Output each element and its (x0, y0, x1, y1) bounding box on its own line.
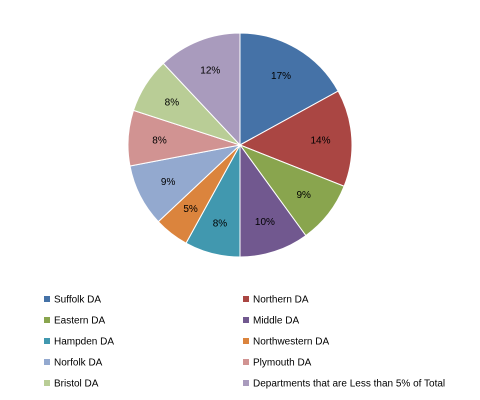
pie-slice-northern-da (238, 90, 353, 187)
legend-label-northwestern-da: Northwestern DA (253, 337, 329, 348)
pie-slice-labels: 17% 14% 9% 10% 8% 5% 9% 8% 8% 12% (152, 66, 330, 230)
data-label-middle-da: 10% (255, 217, 275, 228)
data-label-northern-da: 14% (310, 135, 330, 146)
legend-swatch-departments-that-are-less-than-5-of-total (243, 380, 249, 386)
legend-swatch-norfolk-da (44, 359, 50, 365)
pie-slice-suffolk-da (239, 32, 339, 146)
pie-slice-departments-that-are-less-than-5-of-total (162, 32, 241, 147)
legend-label-suffolk-da: Suffolk DA (54, 295, 101, 306)
legend-swatch-suffolk-da (44, 296, 50, 302)
legend: Suffolk DA Northern DA Eastern DA Middle DA… (44, 295, 445, 390)
legend-label-eastern-da: Eastern DA (54, 316, 105, 327)
legend-label-northern-da: Northern DA (253, 295, 309, 306)
data-label-hampden-da: 8% (213, 219, 228, 230)
data-label-departments-that-are-less-than-5-of-total: 12% (200, 66, 220, 77)
legend-swatch-plymouth-da (243, 359, 249, 365)
legend-label-norfolk-da: Norfolk DA (54, 358, 103, 369)
legend-swatch-northern-da (243, 296, 249, 302)
legend-label-hampden-da: Hampden DA (54, 337, 114, 348)
legend-swatch-hampden-da (44, 338, 50, 344)
legend-label-middle-da: Middle DA (253, 316, 299, 327)
legend-swatch-eastern-da (44, 317, 50, 323)
pie-slices (127, 32, 353, 258)
legend-swatch-northwestern-da (243, 338, 249, 344)
data-label-plymouth-da: 8% (152, 135, 167, 146)
data-label-norfolk-da: 9% (161, 177, 176, 188)
data-label-eastern-da: 9% (296, 190, 311, 201)
legend-label-bristol-da: Bristol DA (54, 379, 99, 390)
legend-swatch-middle-da (243, 317, 249, 323)
legend-swatch-bristol-da (44, 380, 50, 386)
data-label-suffolk-da: 17% (271, 71, 291, 82)
legend-label-departments-that-are-less-than-5-of-total: Departments that are Less than 5% of Tot… (253, 379, 445, 390)
data-label-northwestern-da: 5% (183, 204, 198, 215)
legend-label-plymouth-da: Plymouth DA (253, 358, 312, 369)
data-label-bristol-da: 8% (165, 97, 180, 108)
